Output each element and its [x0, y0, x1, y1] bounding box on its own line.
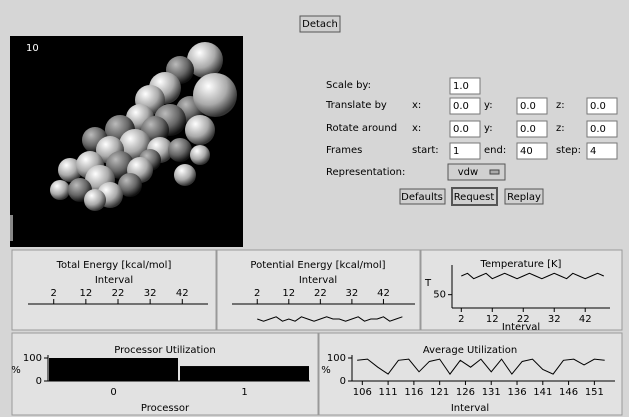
x-tick-label: 42 [579, 314, 592, 325]
x-tick-label: 136 [507, 387, 526, 398]
x-tick-label: 2 [51, 288, 57, 299]
x-axis-label: Interval [451, 403, 489, 414]
x-tick-label: 32 [346, 288, 359, 299]
x-tick-label: 106 [353, 387, 372, 398]
x-tick-label: 22 [314, 288, 327, 299]
y-tick-label: 0 [36, 376, 42, 387]
page: Detach 10 Scale by: 1.0 Translate by x: … [0, 0, 629, 417]
detach-label[interactable]: Detach [302, 19, 338, 30]
y-axis-label: % [321, 365, 331, 376]
axis-label: z: [556, 100, 565, 111]
rotate-z[interactable]: 0.0 [590, 124, 606, 135]
step-value[interactable]: 4 [590, 146, 596, 157]
chart-title: Potential Energy [kcal/mol] [250, 260, 385, 271]
bar [49, 358, 178, 381]
x-tick-label: 12 [282, 288, 295, 299]
x-tick-label: 151 [585, 387, 604, 398]
translate-z[interactable]: 0.0 [590, 101, 606, 112]
chart-title: Average Utilization [423, 345, 517, 356]
x-tick-label: 141 [533, 387, 552, 398]
rotate-x[interactable]: 0.0 [453, 124, 469, 135]
start-label: start: [412, 145, 439, 156]
x-tick-label: 22 [112, 288, 125, 299]
axis-label: x: [412, 123, 421, 134]
screen: Detach 10 Scale by: 1.0 Translate by x: … [0, 0, 629, 417]
x-tick-label: 32 [144, 288, 157, 299]
y-tick-label: 50 [433, 290, 446, 301]
representation-value[interactable]: vdw [458, 167, 478, 178]
frame-label: 10 [26, 43, 39, 54]
x-tick-label: 1 [241, 387, 247, 398]
chart-title: Processor Utilization [114, 345, 215, 356]
axis-label: y: [484, 100, 493, 111]
x-tick-label: 116 [404, 387, 423, 398]
scale-label: Scale by: [326, 80, 371, 91]
y-tick-label: 100 [23, 353, 42, 364]
rotate-label: Rotate around [326, 123, 397, 134]
translate-x[interactable]: 0.0 [453, 101, 469, 112]
x-tick-label: 121 [430, 387, 449, 398]
x-tick-label: 12 [79, 288, 92, 299]
y-tick-label: 100 [327, 353, 346, 364]
x-axis-label: Processor [141, 403, 190, 414]
start-value[interactable]: 1 [453, 146, 459, 157]
x-axis-label: Interval [299, 275, 337, 286]
x-tick-label: 42 [176, 288, 189, 299]
end-label: end: [484, 145, 506, 156]
chart-title: Total Energy [kcal/mol] [56, 260, 172, 271]
chart-title: Temperature [K] [480, 259, 562, 270]
bar [180, 366, 309, 381]
button-label[interactable]: Replay [507, 192, 541, 203]
x-tick-label: 2 [254, 288, 260, 299]
x-tick-label: 2 [458, 314, 464, 325]
x-tick-label: 111 [379, 387, 398, 398]
axis-label: z: [556, 123, 565, 134]
x-tick-label: 0 [110, 387, 116, 398]
y-axis-label: T [424, 278, 432, 289]
step-label: step: [556, 145, 581, 156]
axis-label: x: [412, 100, 421, 111]
x-tick-label: 22 [517, 314, 530, 325]
x-tick-label: 32 [548, 314, 561, 325]
translate-label: Translate by [325, 100, 387, 111]
x-tick-label: 42 [377, 288, 390, 299]
y-tick-label: 0 [340, 376, 346, 387]
x-tick-label: 146 [559, 387, 578, 398]
y-axis-label: % [11, 365, 21, 376]
x-tick-label: 12 [486, 314, 499, 325]
end-value[interactable]: 40 [520, 146, 533, 157]
scale-value[interactable]: 1.0 [453, 81, 469, 92]
molecule-viewer [10, 36, 243, 247]
button-label[interactable]: Request [454, 192, 495, 203]
frames-label: Frames [326, 145, 362, 156]
translate-y[interactable]: 0.0 [520, 101, 536, 112]
axis-label: y: [484, 123, 493, 134]
x-tick-label: 126 [456, 387, 475, 398]
rotate-y[interactable]: 0.0 [520, 124, 536, 135]
menu-indicator [490, 170, 499, 174]
representation-label: Representation: [326, 167, 405, 178]
x-tick-label: 131 [482, 387, 501, 398]
x-axis-label: Interval [95, 275, 133, 286]
button-label[interactable]: Defaults [401, 192, 443, 203]
